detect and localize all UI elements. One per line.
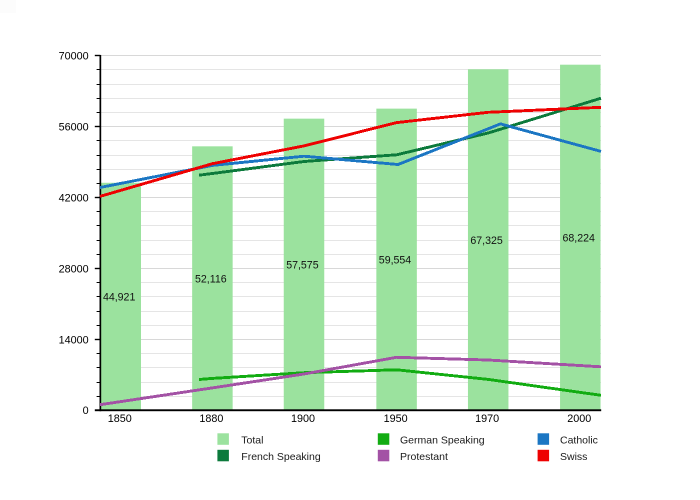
svg-text:2000: 2000 (567, 413, 591, 425)
svg-text:1950: 1950 (384, 413, 408, 425)
svg-text:42000: 42000 (59, 192, 89, 204)
svg-text:1970: 1970 (475, 413, 499, 425)
svg-text:0: 0 (83, 405, 89, 417)
svg-text:44,921: 44,921 (103, 292, 136, 304)
svg-text:56000: 56000 (59, 121, 89, 133)
svg-text:67,325: 67,325 (470, 235, 503, 247)
svg-text:1900: 1900 (291, 413, 315, 425)
svg-text:68,224: 68,224 (562, 233, 595, 245)
svg-text:German Speaking: German Speaking (400, 435, 485, 447)
svg-text:52,116: 52,116 (195, 274, 227, 286)
svg-text:Catholic: Catholic (560, 435, 598, 447)
svg-text:French Speaking: French Speaking (241, 451, 321, 463)
svg-text:1850: 1850 (108, 413, 132, 425)
svg-text:Swiss: Swiss (560, 451, 587, 463)
svg-text:70000: 70000 (59, 51, 89, 63)
svg-text:57,575: 57,575 (286, 260, 319, 272)
svg-text:Protestant: Protestant (400, 451, 448, 463)
svg-text:28000: 28000 (59, 263, 89, 275)
svg-text:59,554: 59,554 (379, 255, 412, 267)
svg-text:1880: 1880 (199, 413, 223, 425)
svg-text:Total: Total (241, 435, 263, 447)
svg-text:14000: 14000 (59, 334, 89, 346)
